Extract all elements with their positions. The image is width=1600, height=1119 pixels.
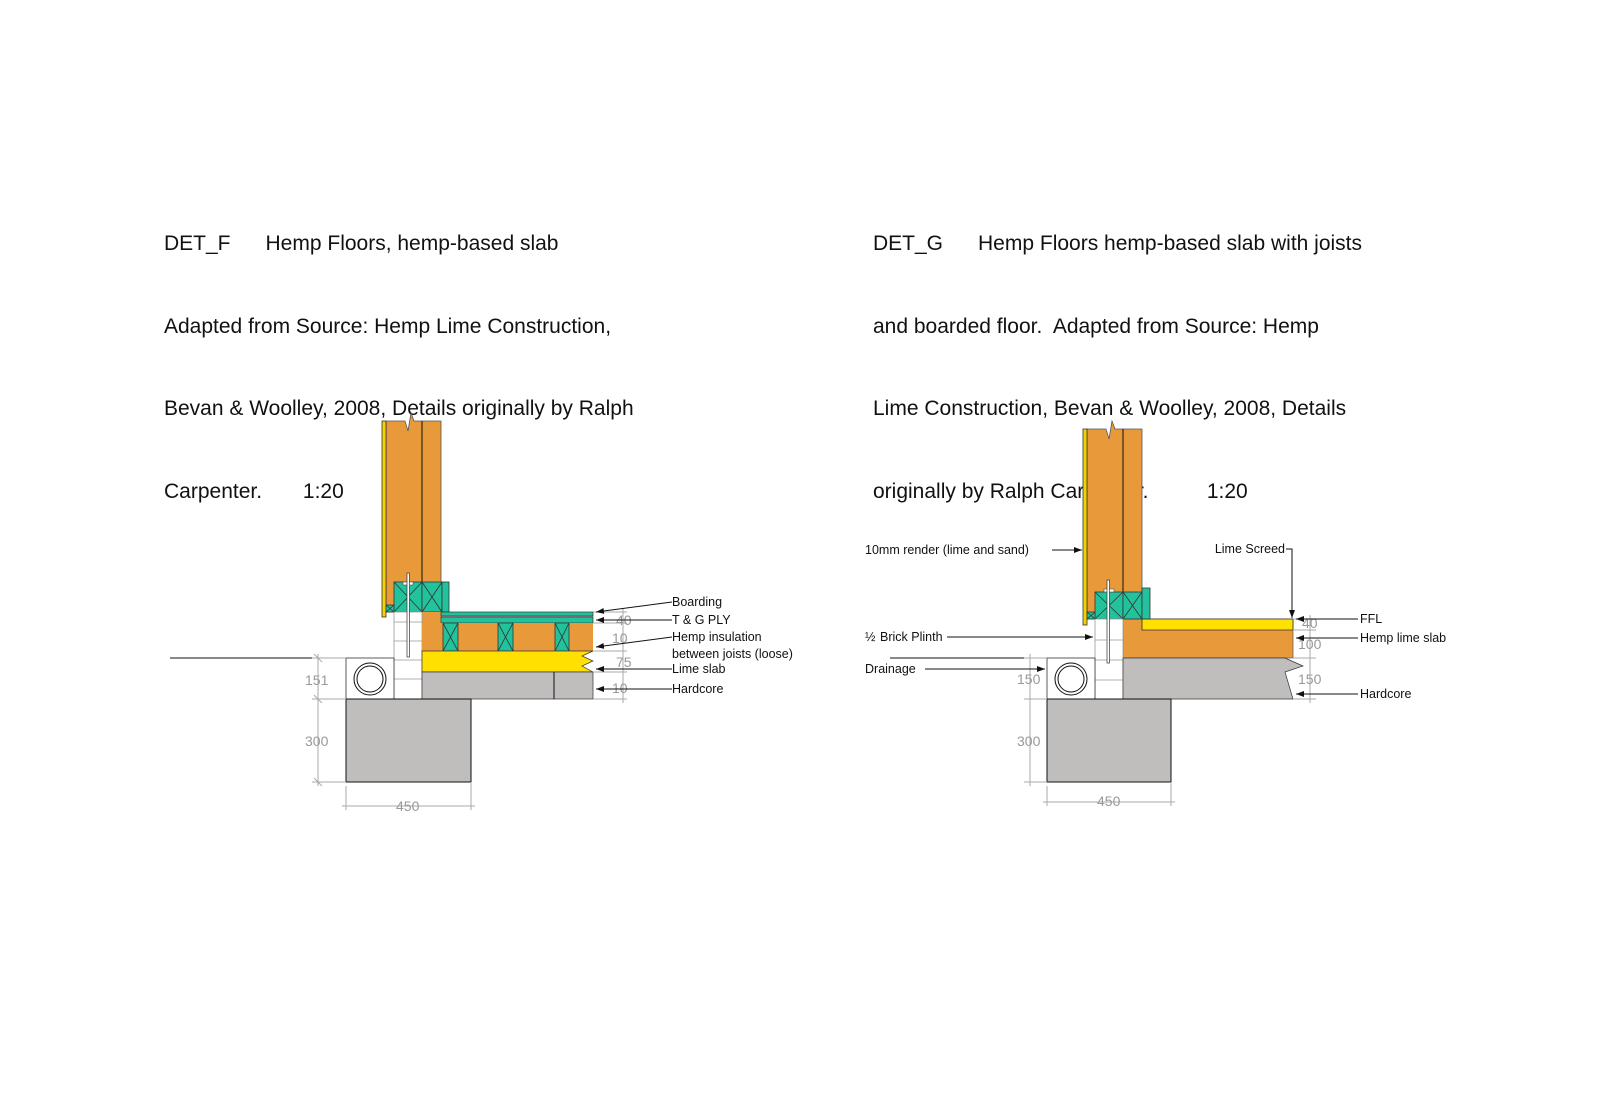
joists bbox=[442, 622, 570, 652]
drain-pipe bbox=[353, 662, 387, 696]
sole-plate bbox=[385, 581, 450, 613]
dim-hardcore: 150 bbox=[1298, 671, 1322, 687]
det-g-leaders bbox=[925, 547, 1358, 697]
det-f-leaders bbox=[595, 601, 673, 692]
label-hemp-insulation-2: between joists (loose) bbox=[672, 647, 793, 661]
label-render: 10mm render (lime and sand) bbox=[865, 543, 1029, 557]
label-brick-plinth: Brick Plinth bbox=[880, 630, 943, 644]
label-lime-screed: Lime Screed bbox=[1215, 542, 1285, 556]
hemp-wall bbox=[1086, 419, 1143, 620]
dim-insulation: 10 bbox=[612, 630, 628, 646]
drain-pipe bbox=[1054, 662, 1088, 696]
det-g-section: 150 300 450 40 100 150 10mm render (lime… bbox=[865, 419, 1446, 809]
det-f-title-line: Carpenter. 1:20 bbox=[164, 479, 344, 503]
dim-plinth: 151 bbox=[305, 672, 329, 688]
foundation bbox=[345, 698, 472, 783]
label-ffl: FFL bbox=[1360, 612, 1382, 626]
render-strip bbox=[1082, 428, 1088, 626]
det-f-title-line: Adapted from Source: Hemp Lime Construct… bbox=[164, 314, 612, 338]
det-g-title-line: DET_G Hemp Floors hemp-based slab with j… bbox=[873, 232, 1363, 255]
det-g-title: DET_G Hemp Floors hemp-based slab with j… bbox=[873, 175, 1362, 533]
det-f-title-line: DET_F Hemp Floors, hemp-based slab bbox=[164, 232, 559, 255]
bolt bbox=[1106, 579, 1110, 664]
lime-slab bbox=[421, 650, 594, 673]
label-drainage: Drainage bbox=[865, 662, 916, 676]
boarding bbox=[440, 611, 594, 617]
dim-screed: 40 bbox=[1302, 615, 1318, 631]
det-g-title-line: and boarded floor. Adapted from Source: … bbox=[873, 314, 1319, 338]
drainage-box bbox=[1046, 657, 1096, 700]
render-strip bbox=[381, 420, 387, 618]
det-g-title-line: originally by Ralph Carpenter. 1:20 bbox=[873, 479, 1248, 503]
label-tg-ply: T & G PLY bbox=[672, 613, 731, 627]
det-g-title-line: Lime Construction, Bevan & Woolley, 2008… bbox=[873, 397, 1347, 420]
lime-screed bbox=[1141, 618, 1294, 631]
foundation bbox=[1046, 698, 1172, 783]
det-f-title: DET_F Hemp Floors, hemp-based slab Adapt… bbox=[164, 175, 634, 533]
label-brick-plinth-fraction: ½ bbox=[865, 630, 876, 644]
label-hardcore: Hardcore bbox=[672, 682, 723, 696]
label-hemp-insulation: Hemp insulation bbox=[672, 630, 762, 644]
label-hardcore: Hardcore bbox=[1360, 687, 1411, 701]
tg-ply bbox=[440, 616, 594, 624]
dim-hardcore: 10 bbox=[612, 680, 628, 696]
label-lime-slab: Lime slab bbox=[672, 662, 726, 676]
dim-slab: 75 bbox=[616, 654, 632, 670]
dim-foundation-width: 450 bbox=[396, 798, 420, 814]
sole-plate bbox=[1086, 587, 1151, 620]
bolt bbox=[406, 572, 410, 658]
det-f-section: 151 300 450 40 10 75 10 Boarding T & G P… bbox=[170, 411, 793, 814]
drainage-box bbox=[345, 657, 395, 700]
dim-foundation-width: 450 bbox=[1097, 793, 1121, 809]
det-f-title-line: Bevan & Woolley, 2008, Details originall… bbox=[164, 397, 634, 420]
dim-plinth: 150 bbox=[1017, 671, 1041, 687]
label-boarding: Boarding bbox=[672, 595, 722, 609]
label-hemp-lime-slab: Hemp lime slab bbox=[1360, 631, 1446, 645]
dim-foundation-depth: 300 bbox=[305, 733, 329, 749]
hardcore bbox=[1122, 657, 1304, 700]
dim-foundation-depth: 300 bbox=[1017, 733, 1041, 749]
det-f-dimensions bbox=[312, 608, 627, 810]
hardcore bbox=[421, 671, 594, 700]
